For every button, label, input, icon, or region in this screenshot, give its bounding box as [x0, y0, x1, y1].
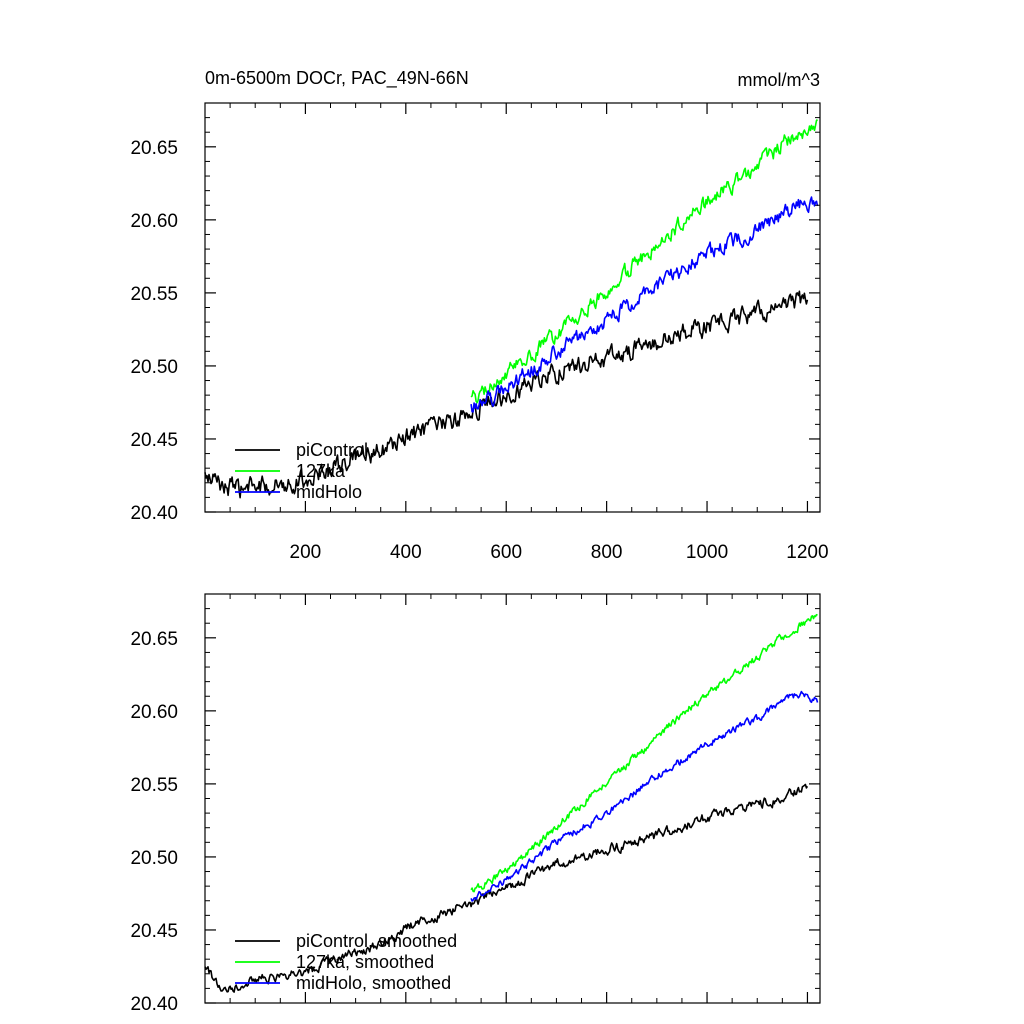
bottom-series-layer — [204, 613, 819, 993]
y-tick-label: 20.60 — [130, 702, 178, 723]
legend-label: 127ka — [296, 461, 346, 481]
units-label: mmol/m^3 — [738, 70, 820, 90]
bottom-axes: 20.40 20.45 20.50 20.55 20.60 20.65 — [130, 593, 821, 1015]
bottom-panel: 20.40 20.45 20.50 20.55 20.60 20.65 piControl… — [130, 593, 821, 1015]
series-line-127ka — [470, 119, 819, 404]
x-tick-label: 800 — [591, 542, 623, 563]
y-tick-label: 20.55 — [130, 284, 178, 305]
legend-label: piControl, smoothed — [296, 931, 457, 951]
y-tick-label: 20.65 — [130, 138, 178, 159]
x-tick-label: 400 — [390, 542, 422, 563]
legend-label: midHolo, smoothed — [296, 973, 451, 993]
y-tick-label: 20.50 — [130, 848, 178, 869]
legend-label: 127ka, smoothed — [296, 952, 434, 972]
x-tick-label: 1000 — [686, 542, 728, 563]
series-line-midholo — [470, 196, 819, 413]
series-line-picontrol — [204, 290, 809, 499]
y-tick-label: 20.45 — [130, 921, 178, 942]
y-tick-label: 20.40 — [130, 994, 178, 1015]
legend-label: piControl — [296, 440, 368, 460]
x-tick-label: 1200 — [786, 542, 828, 563]
series-line-picontrol-smoothed — [204, 783, 809, 993]
y-tick-label: 20.50 — [130, 357, 178, 378]
x-tick-label: 200 — [290, 542, 322, 563]
top-panel: 0m-6500m DOCr, PAC_49N-66N mmol/m^3 200 4… — [130, 68, 828, 563]
x-tick-label: 600 — [490, 542, 522, 563]
series-line-midholo-smoothed — [470, 690, 819, 902]
top-axes: 200 400 600 800 1000 1200 20.40 20.45 20.50 20.55… — [130, 102, 829, 563]
top-series-layer — [204, 119, 819, 499]
legend-label: midHolo — [296, 482, 362, 502]
y-tick-label: 20.45 — [130, 430, 178, 451]
y-tick-label: 20.55 — [130, 775, 178, 796]
chart-title: 0m-6500m DOCr, PAC_49N-66N — [205, 68, 469, 89]
y-tick-label: 20.65 — [130, 629, 178, 650]
series-line-127ka-smoothed — [470, 613, 818, 893]
y-tick-label: 20.60 — [130, 211, 178, 232]
y-tick-label: 20.40 — [130, 503, 178, 524]
